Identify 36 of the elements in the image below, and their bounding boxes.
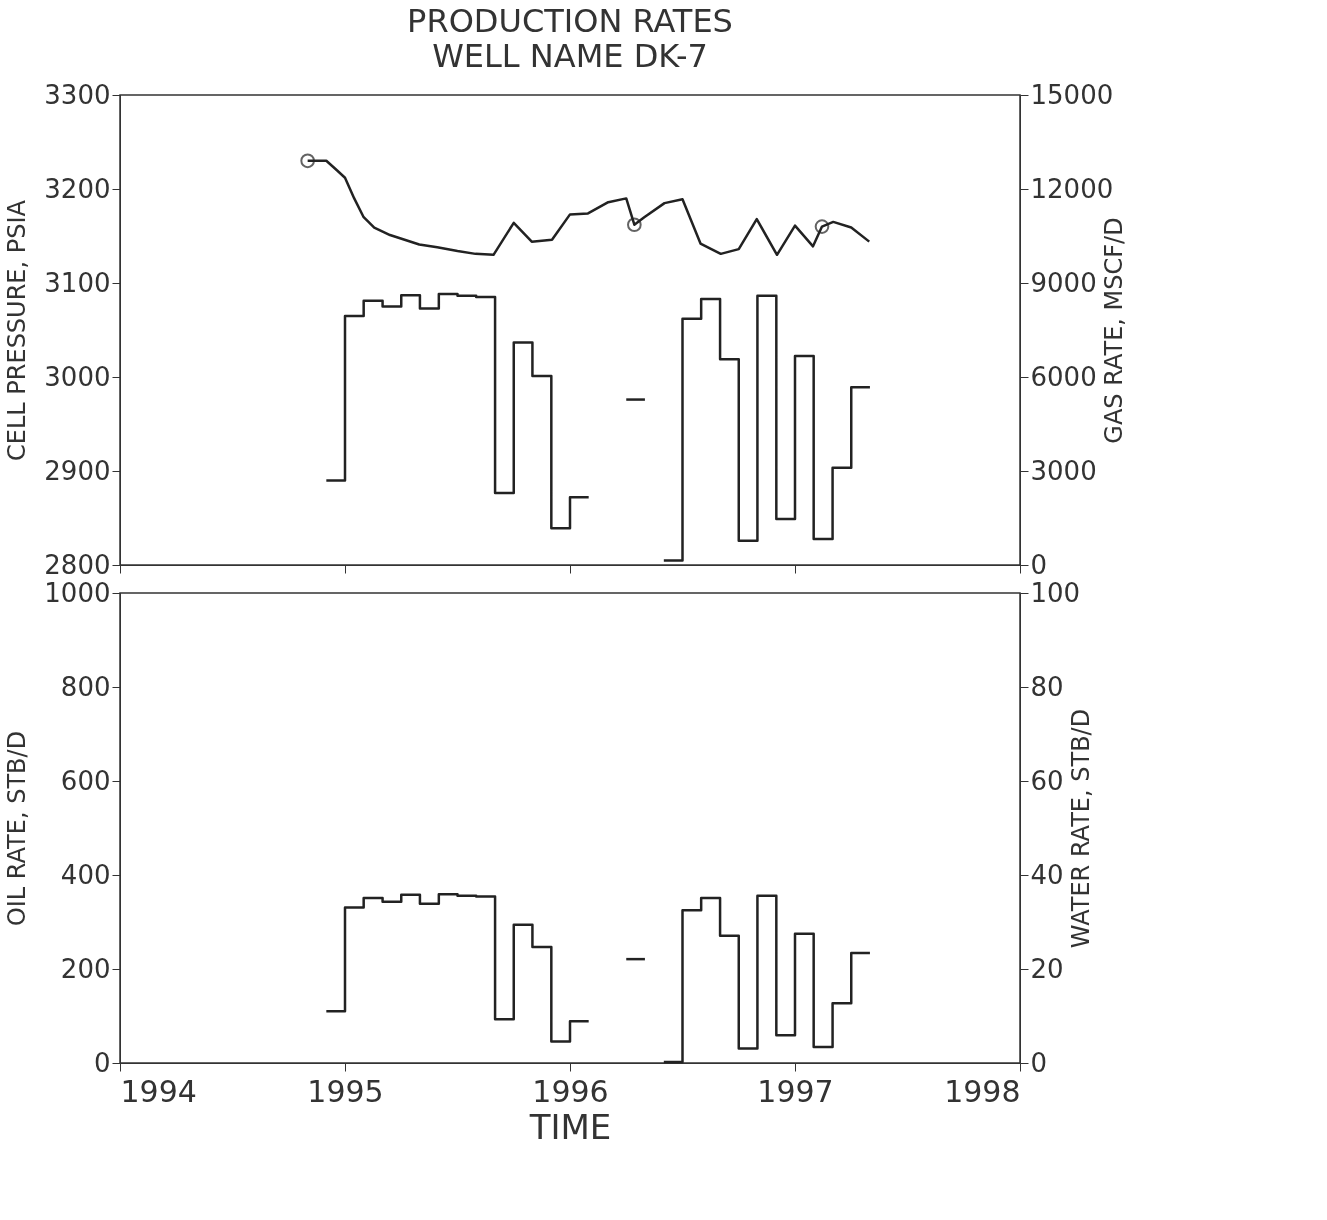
y-tick-label: 200 [60, 953, 111, 984]
y-tick-label: 2900 [44, 455, 111, 486]
chart-title: PRODUCTION RATES [407, 2, 733, 40]
y2-tick-label: 40 [1030, 859, 1064, 890]
y2-tick-label: 60 [1030, 765, 1064, 796]
y2-tick-label: 20 [1030, 953, 1064, 984]
chart-subtitle: WELL NAME DK-7 [432, 37, 708, 75]
y-tick-label: 3100 [44, 267, 111, 298]
x-tick-label: 1996 [532, 1073, 609, 1109]
y-tick-label: 1000 [44, 577, 111, 608]
y-tick-label: 3300 [44, 79, 111, 110]
y2-axis-title: GAS RATE, MSCF/D [1100, 217, 1129, 444]
y2-tick-label: 0 [1030, 549, 1048, 580]
y2-tick-label: 12000 [1030, 173, 1114, 204]
y2-tick-label: 6000 [1030, 361, 1097, 392]
y2-tick-label: 15000 [1030, 79, 1114, 110]
x-tick-label: 1994 [120, 1073, 197, 1109]
x-tick-label: 1995 [307, 1073, 384, 1109]
y-axis-title: OIL RATE, STB/D [3, 730, 32, 927]
y2-tick-label: 100 [1030, 577, 1081, 608]
x-tick-label: 1998 [944, 1073, 1021, 1109]
y-tick-label: 3000 [44, 361, 111, 392]
y-tick-label: 800 [60, 671, 111, 702]
y2-tick-label: 0 [1030, 1047, 1048, 1078]
y-tick-label: 2800 [44, 549, 111, 580]
y-tick-label: 600 [60, 765, 111, 796]
y2-tick-label: 80 [1030, 671, 1064, 702]
y2-tick-label: 3000 [1030, 455, 1097, 486]
y-tick-label: 400 [60, 859, 111, 890]
y2-tick-label: 9000 [1030, 267, 1097, 298]
x-axis-title: TIME [528, 1106, 612, 1147]
y-tick-label: 0 [93, 1047, 111, 1078]
y-axis-title: CELL PRESSURE, PSIA [3, 199, 32, 461]
y-tick-label: 3200 [44, 173, 111, 204]
y2-axis-title: WATER RATE, STB/D [1067, 708, 1096, 949]
x-tick-label: 1997 [757, 1073, 834, 1109]
